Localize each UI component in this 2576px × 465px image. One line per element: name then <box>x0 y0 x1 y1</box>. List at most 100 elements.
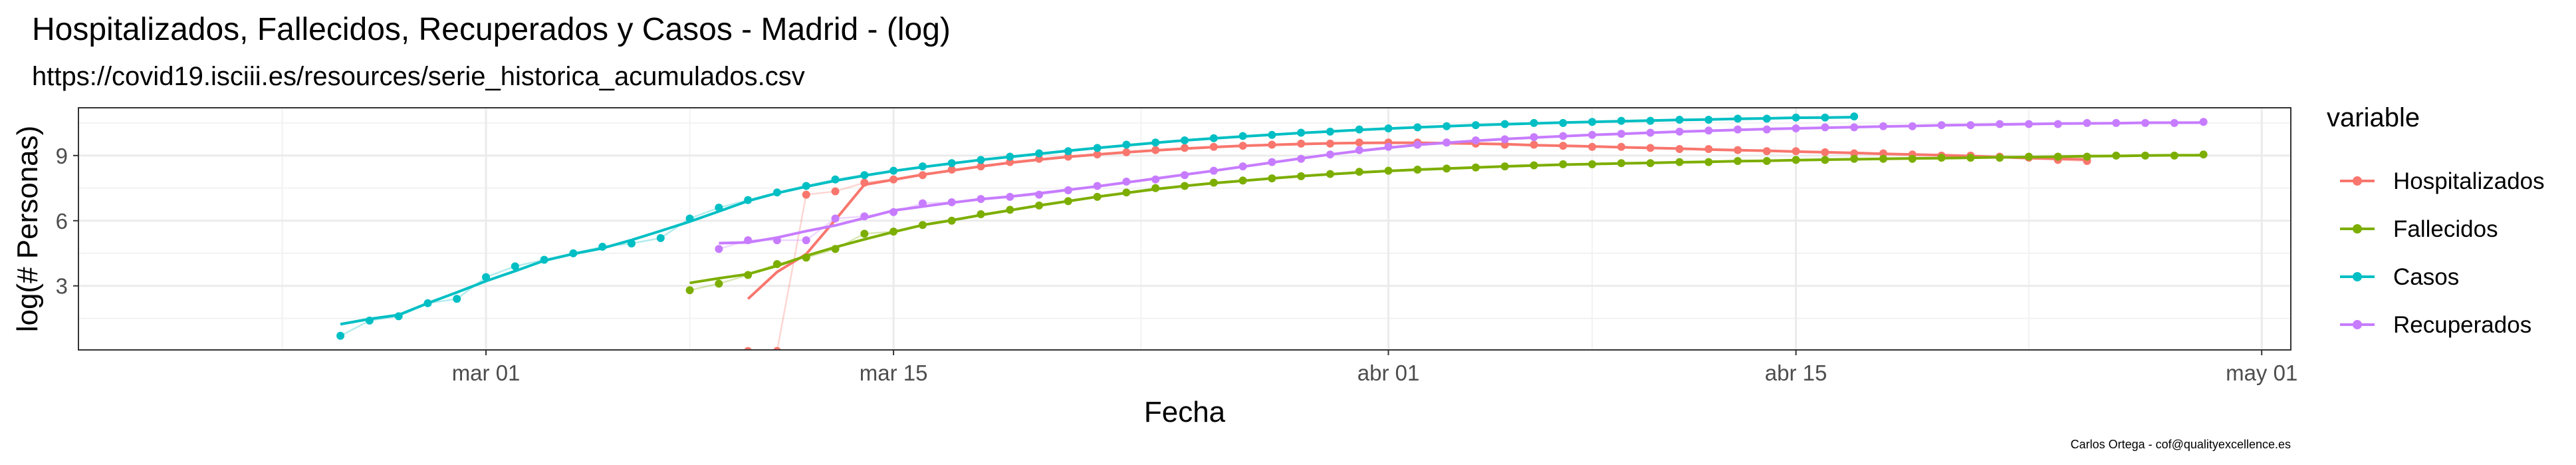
data-point <box>1792 147 1800 156</box>
data-point <box>1297 154 1306 163</box>
legend-items: Hospitalizados Fallecidos Casos Recuperados <box>2340 168 2545 338</box>
data-point <box>1588 142 1597 151</box>
data-point <box>1762 114 1771 123</box>
data-point <box>1384 124 1393 133</box>
data-point <box>2170 151 2178 160</box>
data-point <box>1326 150 1334 159</box>
legend-label: Casos <box>2393 264 2459 290</box>
legend-title: variable <box>2327 103 2420 132</box>
legend-label: Recuperados <box>2393 312 2531 338</box>
x-axis-title: Fecha <box>1144 396 1226 428</box>
data-point <box>802 182 810 190</box>
data-point <box>1355 146 1363 154</box>
data-point <box>1908 154 1917 163</box>
data-point <box>336 331 345 340</box>
data-point <box>918 221 927 230</box>
data-point <box>1530 161 1538 170</box>
data-point <box>1035 201 1044 210</box>
data-point <box>1559 132 1568 140</box>
data-point <box>1559 160 1568 168</box>
legend-key-point <box>2353 176 2362 186</box>
y-tick-label: 9 <box>56 144 68 168</box>
legend-key-point <box>2353 320 2362 329</box>
data-point <box>1646 116 1655 125</box>
data-point <box>1181 136 1189 144</box>
data-point <box>1704 115 1713 124</box>
data-point <box>1704 145 1713 154</box>
data-point <box>1326 127 1334 136</box>
data-point <box>831 175 840 184</box>
data-point <box>715 245 723 253</box>
data-point <box>977 162 985 171</box>
data-point <box>423 299 432 307</box>
data-point <box>1443 164 1451 173</box>
data-point <box>685 286 694 295</box>
data-point <box>1588 130 1597 139</box>
data-point <box>1035 190 1044 199</box>
data-point <box>1850 154 1859 163</box>
data-point <box>1093 150 1102 159</box>
data-point <box>1064 186 1072 195</box>
data-point <box>1413 140 1422 149</box>
data-point <box>1238 142 1247 150</box>
legend: variable Hospitalizados Fallecidos Casos Re… <box>2327 103 2545 338</box>
legend-label: Fallecidos <box>2393 216 2498 242</box>
data-point <box>569 249 578 257</box>
data-point <box>1559 142 1568 150</box>
data-point <box>1268 174 1276 183</box>
data-point <box>1617 116 1625 125</box>
data-point <box>1209 166 1218 175</box>
data-point <box>1675 127 1684 136</box>
data-point <box>1181 144 1189 152</box>
data-point <box>1064 147 1072 156</box>
data-point <box>1937 154 1946 162</box>
data-point <box>860 230 869 238</box>
data-point <box>453 295 461 303</box>
data-point <box>1646 159 1655 168</box>
data-point <box>1500 135 1509 144</box>
data-point <box>1384 166 1393 175</box>
data-point <box>1471 136 1480 144</box>
data-point <box>656 233 665 242</box>
x-tick-label: mar 15 <box>860 361 928 385</box>
data-point <box>744 347 752 350</box>
data-point <box>1792 156 1800 164</box>
legend-label: Hospitalizados <box>2393 168 2545 194</box>
data-point <box>1734 146 1742 154</box>
data-point <box>773 347 781 350</box>
data-point <box>947 198 956 207</box>
data-point <box>1762 147 1771 156</box>
chart-subtitle: https://covid19.isciii.es/resources/seri… <box>32 62 805 91</box>
data-point <box>1151 146 1160 154</box>
data-point <box>1530 140 1538 149</box>
data-point <box>1500 120 1509 128</box>
data-point <box>1966 154 1975 162</box>
data-point <box>802 253 810 262</box>
data-point <box>1238 176 1247 185</box>
data-point <box>1734 125 1742 134</box>
data-point <box>540 255 548 264</box>
data-point <box>598 242 607 251</box>
y-tick-label: 6 <box>56 209 68 233</box>
data-point <box>1471 163 1480 172</box>
data-point <box>1937 121 1946 130</box>
data-point <box>2170 118 2178 127</box>
chart-title: Hospitalizados, Fallecidos, Recuperados … <box>32 12 951 47</box>
data-point <box>1850 112 1859 121</box>
data-point <box>889 166 898 175</box>
plot-border <box>78 107 2291 351</box>
data-point <box>1006 206 1014 214</box>
data-point <box>744 236 753 245</box>
data-point <box>1093 192 1102 201</box>
data-point <box>977 210 985 218</box>
data-point <box>2024 152 2033 161</box>
data-point <box>1443 138 1451 147</box>
data-point <box>889 228 898 236</box>
data-point <box>1151 138 1160 147</box>
data-point <box>1093 144 1102 152</box>
data-point <box>628 239 636 248</box>
data-point <box>1443 122 1451 130</box>
data-point <box>1879 122 1887 130</box>
data-point <box>1646 128 1655 137</box>
data-point <box>1122 140 1131 149</box>
